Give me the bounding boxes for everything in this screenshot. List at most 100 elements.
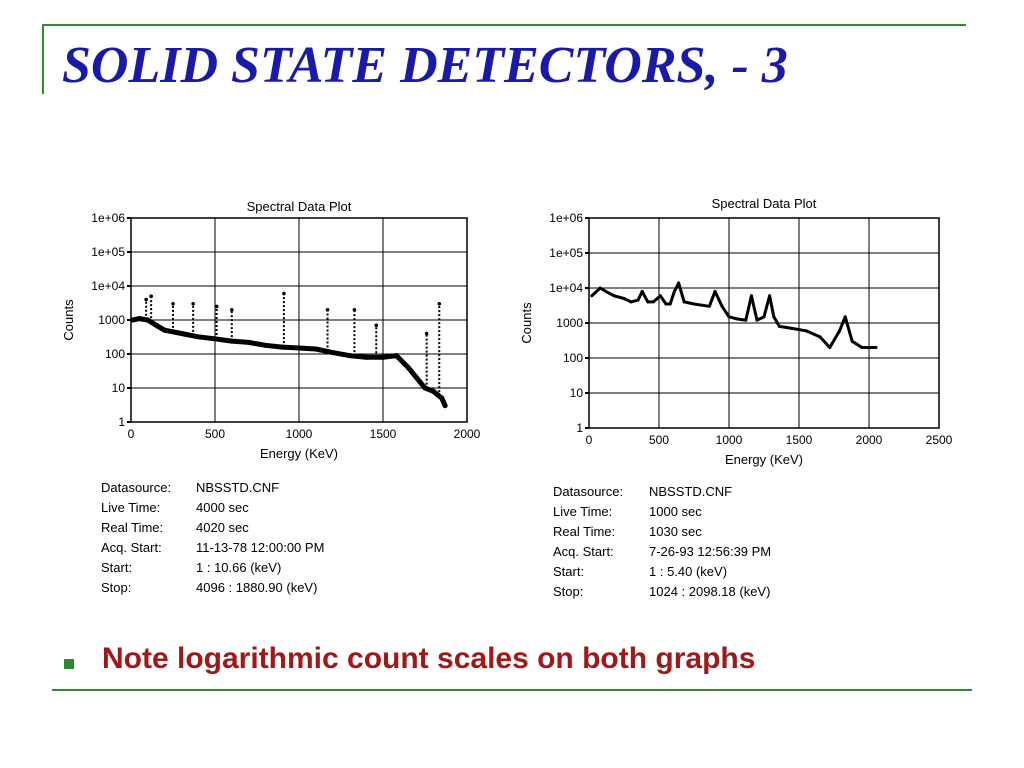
- y-tick-label: 1000: [556, 316, 583, 330]
- data-point: [850, 339, 854, 343]
- data-point: [744, 318, 748, 322]
- data-point: [843, 315, 847, 319]
- data-point: [195, 334, 201, 340]
- data-point: [313, 346, 319, 352]
- datasource-value: 4000 sec: [196, 500, 249, 515]
- datasource-value: 1 : 5.40 (keV): [649, 564, 727, 579]
- data-point: [380, 354, 386, 360]
- data-point: [346, 353, 352, 359]
- data-point: [672, 289, 676, 293]
- datasource-value: 1030 sec: [649, 524, 702, 539]
- bottom-rule: [52, 689, 972, 691]
- data-point: [296, 345, 302, 351]
- y-tick-label: 10: [570, 386, 584, 400]
- y-tick-label: 1e+04: [91, 279, 125, 293]
- datasource-value: 1 : 10.66 (keV): [196, 560, 281, 575]
- datasource-value: NBSSTD.CNF: [649, 484, 732, 499]
- x-axis-label: Energy (KeV): [260, 446, 338, 461]
- datasource-value: 1024 : 2098.18 (keV): [649, 584, 770, 599]
- data-point: [735, 317, 739, 321]
- datasource-label: Stop:: [101, 580, 131, 595]
- data-point: [622, 297, 626, 301]
- peak-point: [352, 307, 357, 312]
- datasource-value: 11-13-78 12:00:00 PM: [196, 540, 324, 555]
- data-point: [414, 375, 420, 381]
- data-point: [668, 302, 672, 306]
- peak-point: [374, 323, 379, 328]
- data-point: [130, 317, 136, 323]
- data-point: [136, 316, 142, 322]
- peak-point: [230, 307, 234, 312]
- data-point: [818, 335, 822, 339]
- spectral-plot-left: Spectral Data Plot 1 10 100 1000 1e+04 1e+05 1e…: [61, 199, 481, 595]
- peak-point: [144, 297, 148, 302]
- peak-point: [191, 301, 195, 306]
- y-axis-label: Counts: [519, 302, 534, 344]
- datasource-value: 1000 sec: [649, 504, 702, 519]
- data-point: [162, 327, 168, 333]
- peak-point: [325, 307, 330, 312]
- spectral-plot-right: Spectral Data Plot 1 10 100 1000 1e+04 1e+05 1e…: [519, 196, 953, 599]
- data-point: [828, 345, 832, 349]
- data-point: [442, 403, 448, 409]
- data-point: [598, 286, 602, 290]
- data-point: [720, 304, 724, 308]
- data-point: [860, 345, 864, 349]
- data-point: [874, 345, 878, 349]
- peak-point: [282, 291, 286, 296]
- data-point: [707, 304, 711, 308]
- data-point: [651, 300, 655, 304]
- data-point: [682, 300, 686, 304]
- datasource-value: 7-26-93 12:56:39 PM: [649, 544, 771, 559]
- y-tick-label: 1: [118, 415, 125, 429]
- data-point: [692, 302, 696, 306]
- bullet-text: Note logarithmic count scales on both gr…: [102, 642, 756, 675]
- data-point: [772, 315, 776, 319]
- data-point: [713, 289, 717, 293]
- x-tick-label: 0: [586, 433, 593, 447]
- data-point: [777, 324, 781, 328]
- x-tick-label: 1500: [370, 427, 397, 441]
- data-point: [768, 294, 772, 298]
- title-rule-left: [42, 24, 44, 94]
- peak-point: [149, 294, 153, 299]
- x-tick-label: 2500: [926, 433, 953, 447]
- y-tick-label: 1: [576, 421, 583, 435]
- data-point: [612, 294, 616, 298]
- data-point: [393, 353, 399, 359]
- data-point: [405, 365, 411, 371]
- y-axis-label: Counts: [61, 299, 76, 341]
- y-tick-label: 1e+05: [549, 246, 583, 260]
- datasource-label: Datasource:: [101, 480, 171, 495]
- x-tick-label: 2000: [454, 427, 481, 441]
- datasource-label: Real Time:: [101, 520, 163, 535]
- series-line: [132, 316, 448, 407]
- peak-point: [424, 331, 429, 336]
- data-point: [439, 395, 445, 401]
- y-tick-label: 100: [105, 347, 125, 361]
- data-point: [838, 329, 842, 333]
- data-point: [153, 322, 159, 328]
- data-point: [178, 331, 184, 337]
- datasource-label: Acq. Start:: [101, 540, 162, 555]
- peak-point: [214, 304, 219, 309]
- y-tick-label: 1e+06: [91, 211, 125, 225]
- y-tick-label: 1e+05: [91, 245, 125, 259]
- x-tick-label: 0: [128, 427, 135, 441]
- x-tick-label: 500: [649, 433, 669, 447]
- peak-point: [437, 301, 442, 306]
- data-point: [664, 302, 668, 306]
- data-point: [363, 354, 369, 360]
- data-point: [727, 315, 731, 319]
- datasource-value: 4096 : 1880.90 (keV): [196, 580, 317, 595]
- data-point: [629, 300, 633, 304]
- y-tick-label: 10: [112, 381, 126, 395]
- x-tick-label: 1500: [786, 433, 813, 447]
- x-tick-label: 2000: [856, 433, 883, 447]
- datasource-label: Start:: [101, 560, 132, 575]
- title-rule-top: [42, 24, 966, 26]
- bullet-marker: [64, 659, 74, 669]
- datasource-label: Stop:: [553, 584, 583, 599]
- data-point: [262, 342, 268, 348]
- series-line: [590, 281, 876, 349]
